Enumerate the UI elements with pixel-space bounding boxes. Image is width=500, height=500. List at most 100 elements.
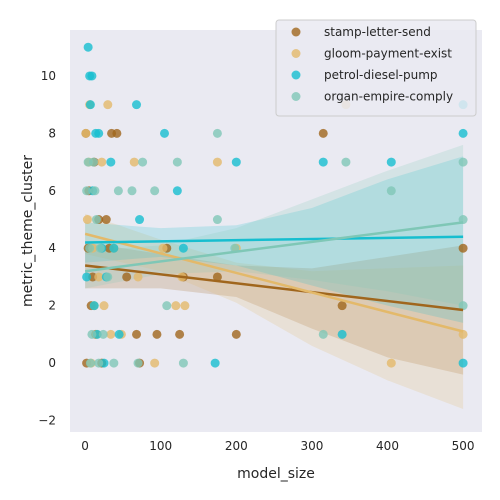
data-point	[458, 243, 468, 253]
y-tick-label: −2	[38, 414, 56, 428]
data-point	[386, 358, 396, 368]
data-point	[97, 157, 107, 167]
data-point	[337, 329, 347, 339]
y-tick-label: 2	[48, 299, 56, 313]
regression-line	[84, 232, 464, 333]
data-point	[158, 243, 168, 253]
data-point	[122, 272, 132, 282]
data-point	[458, 128, 468, 138]
data-point	[132, 100, 142, 110]
data-point	[172, 186, 182, 196]
data-point	[318, 128, 328, 138]
data-point	[85, 100, 95, 110]
data-point	[82, 186, 92, 196]
data-point	[89, 301, 99, 311]
data-point	[95, 243, 105, 253]
legend-marker	[291, 49, 301, 58]
data-point	[458, 301, 468, 311]
x-tick-label: 400	[376, 439, 399, 453]
y-tick-label: 0	[48, 356, 56, 370]
x-tick-label: 300	[300, 439, 323, 453]
scatter-points	[81, 42, 468, 368]
x-tick-label: 0	[81, 439, 89, 453]
data-point	[212, 128, 222, 138]
data-point	[133, 272, 143, 282]
data-point	[175, 329, 185, 339]
data-point	[212, 272, 222, 282]
data-point	[81, 128, 91, 138]
legend-label: gloom-payment-exist	[324, 47, 452, 61]
data-point	[458, 157, 468, 167]
data-point	[135, 215, 145, 225]
data-point	[101, 215, 111, 225]
data-point	[85, 243, 95, 253]
legend-marker	[291, 70, 301, 80]
data-point	[99, 301, 109, 311]
data-point	[87, 71, 97, 81]
legend: stamp-letter-send gloom-payment-exist petr…	[275, 19, 477, 117]
data-point	[98, 329, 108, 339]
legend-label: stamp-letter-send	[324, 25, 431, 39]
x-tick-label: 200	[225, 439, 248, 453]
data-point	[91, 215, 101, 225]
confidence-band	[85, 144, 464, 306]
data-point	[138, 157, 148, 167]
x-tick-labels: 0 100 200 300 400 500	[81, 439, 474, 453]
data-point	[386, 186, 396, 196]
regression-lines	[84, 221, 464, 333]
data-point	[109, 358, 119, 368]
regression-line	[84, 264, 464, 312]
data-point	[150, 358, 160, 368]
data-point	[178, 243, 188, 253]
data-point	[318, 329, 328, 339]
data-point	[132, 329, 142, 339]
data-point	[90, 186, 100, 196]
legend-label: organ-empire-comply	[324, 90, 453, 104]
data-point	[150, 186, 160, 196]
data-point	[127, 186, 137, 196]
x-tick-label: 100	[149, 439, 172, 453]
data-point	[458, 358, 468, 368]
data-point	[129, 157, 139, 167]
data-point	[103, 272, 113, 282]
data-point	[87, 329, 97, 339]
legend-label: petrol-diesel-pump	[324, 68, 438, 82]
data-point	[133, 358, 143, 368]
data-point	[212, 215, 222, 225]
x-tick-label: 500	[452, 439, 475, 453]
regression-line	[84, 221, 464, 273]
data-point	[82, 215, 92, 225]
data-point	[162, 301, 172, 311]
data-point	[159, 128, 169, 138]
legend-marker	[291, 92, 301, 101]
data-point	[386, 157, 396, 167]
legend-marker	[291, 27, 301, 37]
data-point	[94, 358, 104, 368]
data-point	[178, 358, 188, 368]
data-point	[83, 42, 93, 52]
data-point	[114, 329, 124, 339]
data-point	[109, 243, 119, 253]
data-point	[82, 272, 92, 282]
y-axis-label: metric_theme_cluster	[20, 155, 36, 307]
data-point	[212, 157, 222, 167]
data-point	[210, 358, 220, 368]
data-point	[94, 128, 104, 138]
y-tick-label: 8	[48, 126, 56, 140]
data-point	[318, 157, 328, 167]
legend-box	[275, 19, 477, 117]
data-point	[113, 186, 123, 196]
data-point	[171, 301, 181, 311]
data-point	[112, 128, 122, 138]
data-point	[103, 100, 113, 110]
y-tick-label: 6	[48, 184, 56, 198]
y-tick-labels: −2 0 2 4 6 8 10	[38, 69, 56, 428]
data-point	[88, 157, 98, 167]
x-axis-label: model_size	[237, 466, 315, 482]
y-tick-label: 4	[48, 241, 56, 255]
data-point	[341, 157, 351, 167]
data-point	[172, 157, 182, 167]
data-point	[337, 301, 347, 311]
regression-line	[85, 235, 464, 244]
